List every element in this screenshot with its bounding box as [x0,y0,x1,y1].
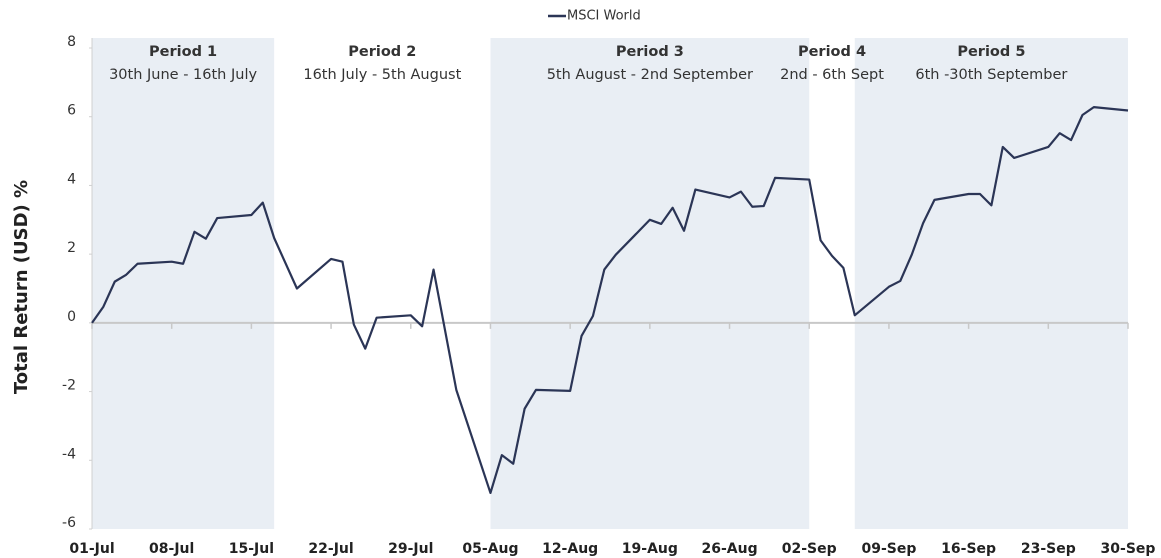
x-tick-label: 22-Jul [308,541,353,557]
period-dates: 30th June - 16th July [109,67,257,83]
x-tick-label: 23-Sep [1021,541,1076,557]
series-line [91,105,1129,495]
x-tick-label: 19-Aug [622,541,678,557]
x-tick-label: 05-Aug [462,541,518,557]
axis-layer: -6 -4 -2 0 2 4 6 8 01-Jul 08-Jul 15-Jul 22-Jul 29-Ju… [62,34,1155,557]
y-axis-label: Total Return (USD) % [11,180,32,394]
period-title: Period 5 [957,44,1025,60]
period-dates: 2nd - 6th Sept [780,67,884,83]
x-tick-label: 09-Sep [861,541,916,557]
period-title: Period 2 [348,44,416,60]
line-layer [91,105,1129,495]
period-title: Period 3 [616,44,684,60]
x-tick-label: 26-Aug [701,541,757,557]
period-dates: 6th -30th September [915,67,1067,83]
x-tick-label: 08-Jul [149,541,194,557]
period-title: Period 4 [798,44,866,60]
period-band [92,38,275,529]
y-tick-label: 0 [67,309,76,325]
x-tick-label: 02-Sep [782,541,837,557]
period-band [854,38,1128,529]
x-tick-label: 15-Jul [229,541,274,557]
x-tick-label: 16-Sep [941,541,996,557]
y-tick-label: -6 [62,515,76,531]
y-tick-label: 8 [67,34,76,50]
y-tick-label: 4 [67,171,76,187]
period-dates: 5th August - 2nd September [547,67,753,83]
x-tick-label: 29-Jul [388,541,433,557]
label-layer: Period 1 30th June - 16th July Period 2 16t… [109,9,1067,84]
x-tick-label: 30-Sep [1101,541,1156,557]
x-tick-label: 12-Aug [542,541,598,557]
period-band [490,38,810,529]
shade-layer [92,38,1128,529]
period-title: Period 1 [149,44,217,60]
period-dates: 16th July - 5th August [303,67,461,83]
y-tick-label: -2 [62,378,76,394]
y-tick-label: 6 [67,103,76,119]
y-tick-label: 2 [67,240,76,256]
y-tick-label: -4 [62,446,76,462]
x-tick-label: 01-Jul [69,541,114,557]
legend-label: MSCI World [567,9,641,24]
